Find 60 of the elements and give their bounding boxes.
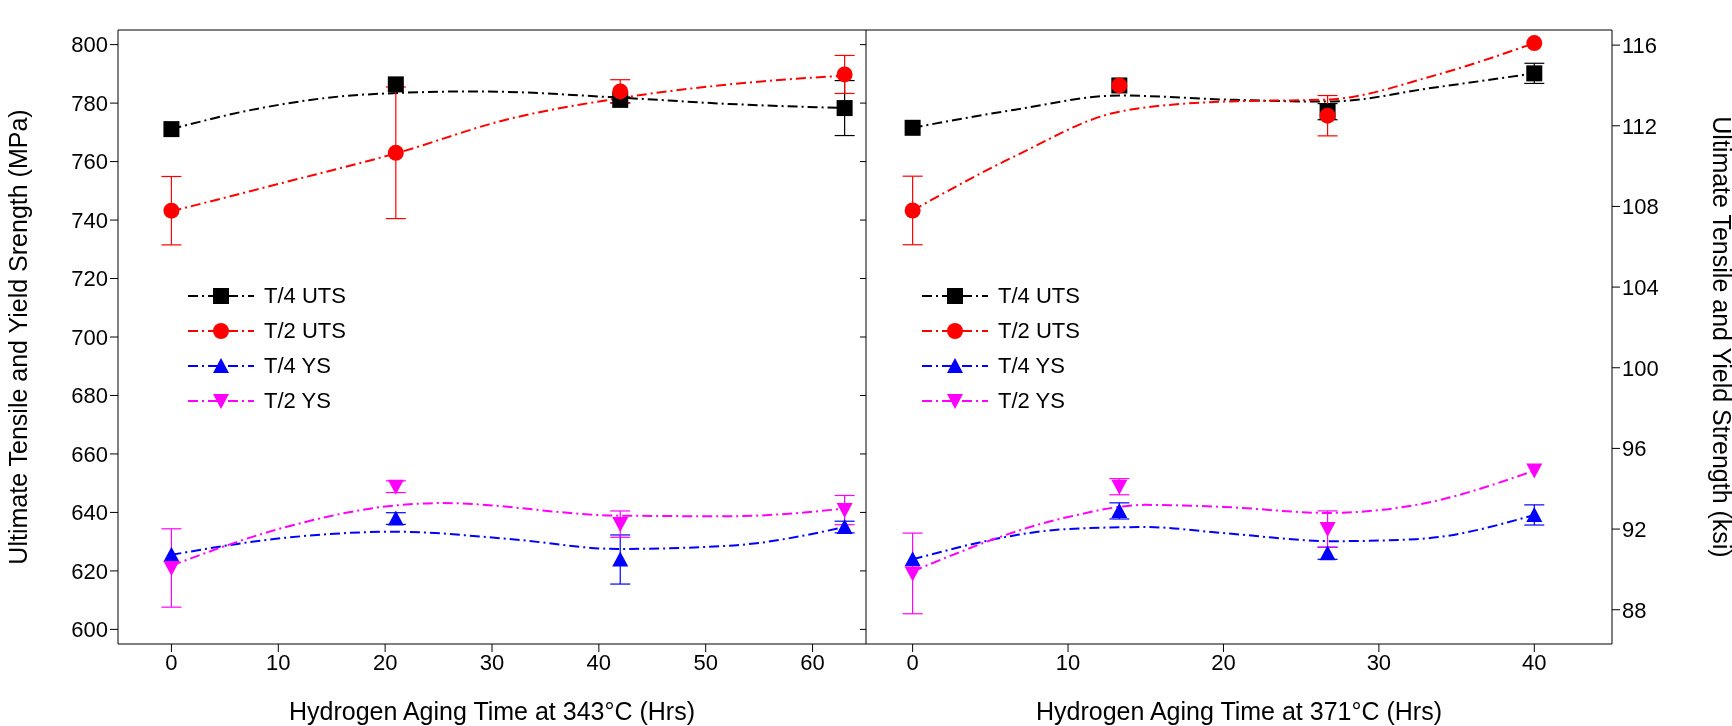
y-tick-label: 600 bbox=[71, 617, 108, 643]
y2-tick-label: 116 bbox=[1622, 32, 1658, 58]
y-tick-label: 800 bbox=[71, 32, 108, 58]
point bbox=[612, 517, 629, 533]
x-tick-label: 30 bbox=[479, 649, 505, 675]
point bbox=[163, 121, 180, 138]
x-tick-label: 0 bbox=[906, 649, 919, 675]
point bbox=[387, 144, 404, 161]
x-tick-label: 10 bbox=[1055, 649, 1081, 675]
x-tick-label: 20 bbox=[1211, 649, 1236, 675]
point bbox=[163, 560, 180, 576]
x-tick-label: 10 bbox=[266, 649, 291, 675]
point bbox=[904, 202, 921, 219]
x-axis-title: Hydrogen Aging Time at 343°C (Hrs) bbox=[288, 697, 696, 725]
y2-tick-label: 88 bbox=[1622, 597, 1647, 623]
y2-tick-label: 92 bbox=[1622, 516, 1647, 542]
x-tick-label: 40 bbox=[1522, 649, 1547, 675]
legend-label: T/2 UTS bbox=[264, 317, 346, 344]
legend-label: T/2 UTS bbox=[998, 317, 1080, 344]
legend-label: T/2 YS bbox=[264, 387, 331, 414]
y2-tick-label: 112 bbox=[1622, 113, 1658, 139]
y-tick-label: 680 bbox=[71, 383, 108, 409]
point bbox=[904, 551, 921, 567]
x-axis-title: Hydrogen Aging Time at 371°C (Hrs) bbox=[1035, 697, 1443, 725]
point bbox=[387, 76, 404, 93]
point bbox=[1526, 463, 1543, 479]
y-tick-label: 780 bbox=[71, 90, 108, 116]
x-tick-label: 50 bbox=[693, 649, 718, 675]
x-tick-label: 0 bbox=[165, 649, 178, 675]
y-tick-label: 740 bbox=[71, 207, 108, 233]
y2-axis-title: Ultimate Tensile and Yield Strength (ksi) bbox=[1708, 116, 1732, 558]
y-tick-label: 660 bbox=[71, 441, 108, 467]
x-tick-label: 60 bbox=[800, 649, 825, 675]
y-tick-label: 640 bbox=[71, 500, 108, 526]
y-tick-label: 700 bbox=[71, 324, 108, 350]
y2-tick-label: 100 bbox=[1622, 355, 1659, 381]
y-tick-label: 720 bbox=[71, 266, 108, 292]
point bbox=[904, 566, 921, 582]
y-tick-label: 620 bbox=[71, 558, 108, 584]
point bbox=[163, 202, 180, 219]
point bbox=[1526, 35, 1543, 52]
x-tick-label: 20 bbox=[372, 649, 398, 675]
legend-label: T/4 UTS bbox=[998, 282, 1080, 309]
point bbox=[836, 503, 853, 519]
legend-label: T/4 YS bbox=[998, 352, 1065, 379]
y2-tick-label: 104 bbox=[1622, 274, 1659, 300]
y2-tick-label: 96 bbox=[1622, 436, 1647, 462]
legend-label: T/4 UTS bbox=[264, 282, 346, 309]
point bbox=[904, 119, 921, 136]
point bbox=[836, 100, 853, 117]
point bbox=[836, 66, 853, 83]
x-tick-label: 30 bbox=[1366, 649, 1392, 675]
y-tick-label: 760 bbox=[71, 149, 108, 175]
point bbox=[1319, 522, 1336, 538]
point bbox=[612, 551, 629, 567]
legend-label: T/2 YS bbox=[998, 387, 1065, 414]
legend-label: T/4 YS bbox=[264, 352, 331, 379]
y2-tick-label: 108 bbox=[1622, 194, 1659, 220]
y-axis-title: Ultimate Tensile and Yield Srength (MPa) bbox=[3, 109, 32, 565]
x-tick-label: 40 bbox=[586, 649, 612, 675]
